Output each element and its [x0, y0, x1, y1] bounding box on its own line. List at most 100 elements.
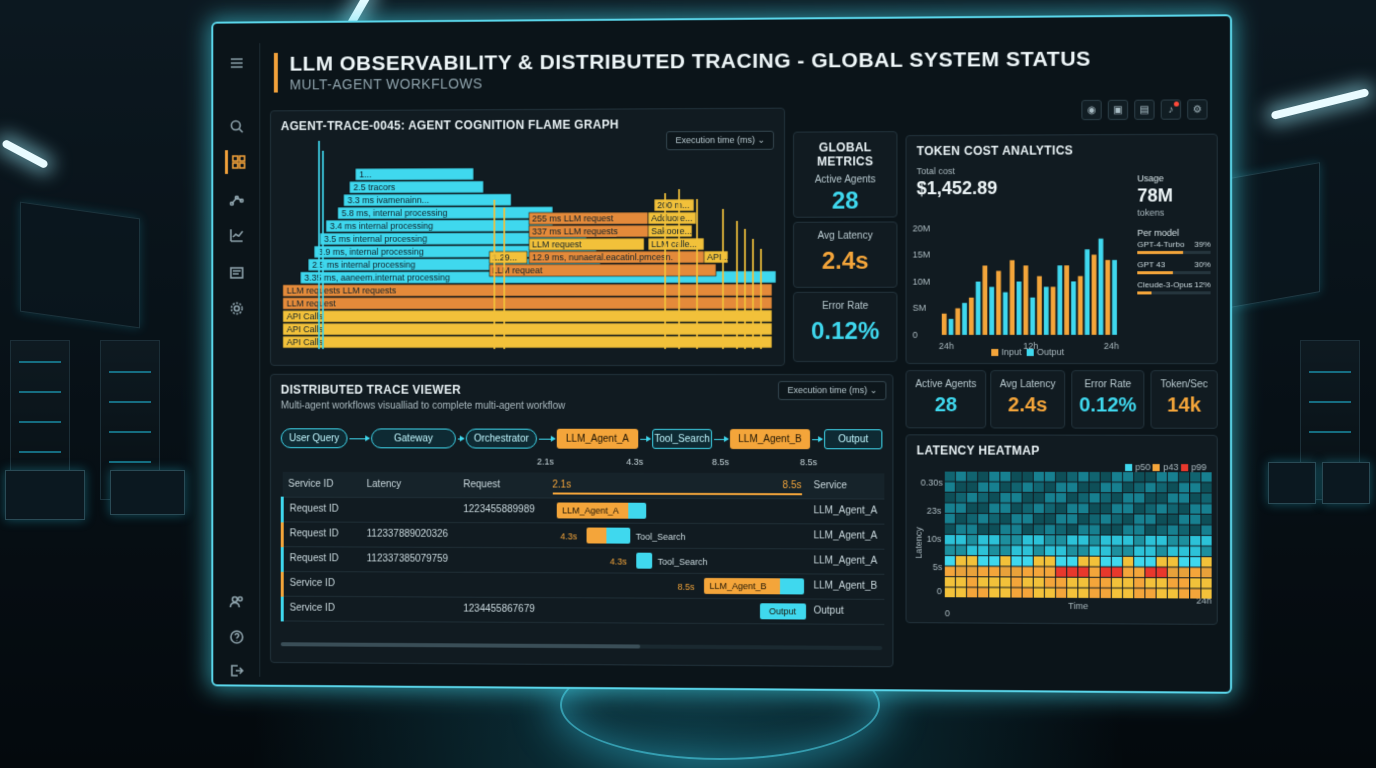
bar-input[interactable]	[1092, 255, 1097, 335]
gantt-start-label: 2.1s	[552, 479, 571, 490]
heatmap-cell	[1000, 577, 1010, 587]
bar-output[interactable]	[1071, 281, 1076, 334]
flow-llm-agent-a[interactable]: LLM_Agent_A	[557, 429, 638, 449]
bar-input[interactable]	[1064, 265, 1069, 334]
error-rate-label: Error Rate	[794, 301, 896, 312]
gantt-span-bar[interactable]	[636, 552, 652, 568]
gantt-span-bar[interactable]	[586, 527, 630, 543]
scrollbar-thumb[interactable]	[281, 642, 640, 648]
dashboard-grid-icon[interactable]	[225, 150, 248, 174]
bar-output[interactable]	[1112, 260, 1117, 335]
flame-frame-label: API Calls	[287, 337, 324, 347]
x-tick-label: 24h	[1104, 341, 1119, 351]
heatmap-cell	[1101, 483, 1111, 493]
heatmap-cell	[1045, 588, 1055, 598]
flow-orchestrator[interactable]: Orchestrator	[466, 429, 537, 449]
settings-gear-icon[interactable]	[225, 297, 248, 321]
bar-input[interactable]	[1078, 276, 1083, 335]
bar-input[interactable]	[1010, 260, 1015, 335]
table-row[interactable]: Service ID 1234455867679 Output Output	[282, 596, 884, 624]
heatmap-cell	[945, 588, 955, 598]
bar-input[interactable]	[1023, 266, 1028, 335]
heatmap-cell	[1190, 546, 1200, 556]
bar-output[interactable]	[1085, 249, 1090, 334]
flame-spike	[493, 200, 495, 349]
col-gantt-start: 2.1s 8.5s	[546, 473, 807, 499]
table-row[interactable]: Request ID 112337889020326 4.3s Tool_Search…	[282, 521, 884, 548]
heatmap-cell	[1201, 589, 1211, 599]
heatmap-cell	[967, 482, 977, 492]
bar-output[interactable]	[1030, 298, 1035, 335]
flame-frame[interactable]	[283, 310, 772, 322]
flow-user-query[interactable]: User Query	[281, 428, 348, 448]
help-icon[interactable]	[225, 625, 248, 649]
bar-output[interactable]	[962, 303, 967, 335]
bar-output[interactable]	[989, 287, 994, 335]
flame-frame[interactable]	[355, 168, 473, 180]
flame-frame[interactable]	[283, 297, 772, 309]
bar-output[interactable]	[1003, 292, 1008, 335]
save-icon[interactable]: ▣	[1108, 100, 1128, 120]
cell-gantt: 4.3s Tool_Search	[546, 547, 807, 573]
menu-icon[interactable]	[225, 51, 248, 75]
gantt-span-bar[interactable]: Output	[759, 603, 805, 619]
search-icon[interactable]	[225, 114, 248, 138]
bar-input[interactable]	[969, 298, 974, 335]
bar-input[interactable]	[942, 314, 947, 335]
heatmap-cell	[1134, 578, 1144, 588]
trace-graph-icon[interactable]	[225, 188, 248, 212]
heatmap-cell	[1034, 578, 1044, 588]
gantt-span-bar[interactable]: LLM_Agent_B	[704, 577, 804, 594]
heatmap-cell	[1134, 536, 1144, 546]
table-row[interactable]: Service ID 8.5s LLM_Agent_B LLM_Agent_B	[282, 571, 884, 599]
heatmap-cell	[1034, 546, 1044, 556]
heatmap-cell	[1034, 525, 1044, 535]
flame-frame[interactable]	[283, 323, 772, 335]
flow-llm-agent-b[interactable]: LLM_Agent_B	[730, 429, 810, 449]
gantt-span-bar[interactable]: LLM_Agent_A	[556, 502, 645, 518]
horizontal-scrollbar[interactable]	[281, 642, 883, 650]
bar-output[interactable]	[1098, 239, 1103, 335]
heatmap-cell	[1145, 493, 1155, 503]
col-latency: Latency	[361, 472, 458, 497]
bar-output[interactable]	[1017, 282, 1022, 335]
flow-gateway[interactable]: Gateway	[371, 428, 456, 448]
bar-input[interactable]	[1105, 260, 1110, 335]
document-icon[interactable]: ▤	[1134, 100, 1154, 120]
bar-input[interactable]	[955, 308, 960, 335]
bar-input[interactable]	[1037, 276, 1042, 335]
heatmap-cell	[1000, 588, 1010, 598]
settings-icon[interactable]: ⚙	[1187, 99, 1207, 119]
bar-output[interactable]	[1057, 265, 1062, 334]
mini-metric-value: 2.4s	[991, 394, 1064, 417]
line-chart-icon[interactable]	[225, 223, 248, 247]
status-icon[interactable]: ◉	[1081, 100, 1101, 120]
notification-bell-icon[interactable]: ♪	[1161, 99, 1181, 119]
flame-frame[interactable]	[283, 336, 772, 348]
heatmap-cell	[956, 577, 966, 587]
bar-input[interactable]	[996, 271, 1001, 335]
flow-arrow	[640, 439, 650, 440]
trace-time-dropdown[interactable]: Execution time (ms) ⌄	[778, 381, 886, 400]
flame-spike	[678, 189, 680, 349]
table-row[interactable]: Request ID 112337385079759 4.3s Tool_Search…	[282, 546, 884, 574]
heatmap-cell	[1190, 536, 1200, 546]
flame-frame-label: 3.4 ms internal processing	[330, 221, 433, 231]
heatmap-cell	[956, 588, 966, 598]
table-row[interactable]: Request ID 1223455889989 LLM_Agent_A LLM_Ag…	[282, 497, 884, 524]
flow-output[interactable]: Output	[824, 429, 882, 449]
users-icon[interactable]	[225, 589, 248, 613]
bar-input[interactable]	[983, 266, 988, 335]
cell-service: Output	[808, 598, 885, 624]
mini-metric-label: Token/Sec	[1152, 379, 1217, 390]
heatmap-cell	[945, 503, 955, 513]
flow-tool-search[interactable]: Tool_Search	[652, 429, 712, 449]
sidebar-nav	[213, 43, 260, 677]
bar-output[interactable]	[976, 282, 981, 335]
bar-output[interactable]	[1044, 287, 1049, 335]
bar-input[interactable]	[1051, 287, 1056, 335]
flame-frame-label: 1...	[359, 169, 371, 179]
logs-icon[interactable]	[225, 261, 248, 285]
bar-output[interactable]	[949, 319, 954, 335]
logout-icon[interactable]	[225, 659, 248, 683]
